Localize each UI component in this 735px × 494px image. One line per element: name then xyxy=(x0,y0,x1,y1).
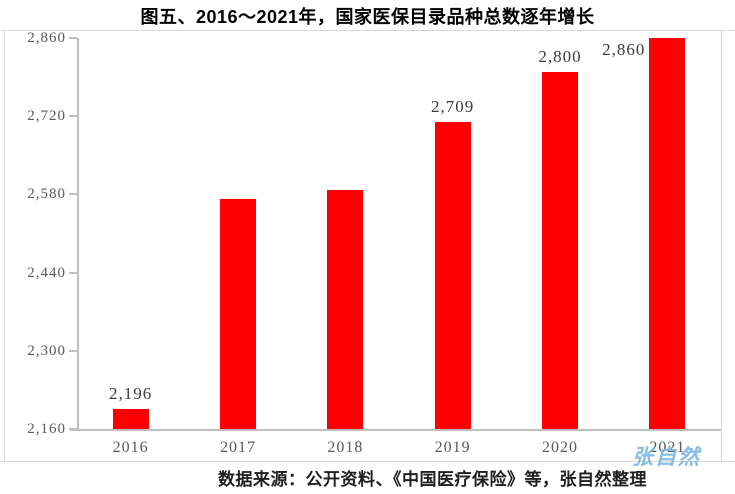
y-tick-label: 2,860 xyxy=(27,30,66,46)
frame-bottom-rule xyxy=(0,461,735,462)
x-tick-label-2019: 2019 xyxy=(434,439,471,456)
bar-value-label: 2,860 xyxy=(602,40,646,59)
x-tick-label-2018: 2018 xyxy=(327,439,364,456)
bar-value-label: 2,800 xyxy=(538,46,582,66)
chart-title: 图五、2016～2021年，国家医保目录品种总数逐年增长 xyxy=(140,7,595,27)
bar-2021 xyxy=(649,38,686,429)
y-tick-mark xyxy=(69,271,77,274)
x-tick-label-2017: 2017 xyxy=(220,439,256,456)
source-note: 数据来源：公开资料、《中国医疗保险》等，张自然整理 xyxy=(218,470,647,489)
x-tick-label-2021: 2021 xyxy=(649,439,686,456)
y-tick-label: 2,160 xyxy=(27,421,66,437)
frame-top-rule xyxy=(0,30,735,31)
y-tick-label: 2,720 xyxy=(27,108,66,125)
watermark: 张自然 xyxy=(632,445,701,469)
x-tick-label-2016: 2016 xyxy=(112,439,149,456)
y-tick-label: 2,300 xyxy=(27,342,66,359)
y-tick-mark xyxy=(69,193,77,196)
bar-value-label: 2,709 xyxy=(431,97,475,117)
y-axis-line xyxy=(77,38,79,430)
x-axis-line xyxy=(70,429,721,431)
bar-2020 xyxy=(542,71,578,429)
frame-left-border xyxy=(4,30,5,461)
bar-2016 xyxy=(112,408,149,429)
bar-2019 xyxy=(434,122,471,429)
y-tick-label: 2,580 xyxy=(27,186,66,203)
y-tick-mark xyxy=(69,37,77,39)
y-tick-label: 2,440 xyxy=(27,264,66,281)
x-tick-label-2020: 2020 xyxy=(542,439,578,456)
y-tick-mark xyxy=(69,428,77,430)
bar-2018 xyxy=(327,189,364,429)
bar-2017 xyxy=(220,199,256,429)
y-tick-mark xyxy=(69,349,77,352)
y-tick-mark xyxy=(69,115,77,118)
bar-value-label: 2,196 xyxy=(109,383,153,403)
frame-right-border xyxy=(721,30,722,461)
